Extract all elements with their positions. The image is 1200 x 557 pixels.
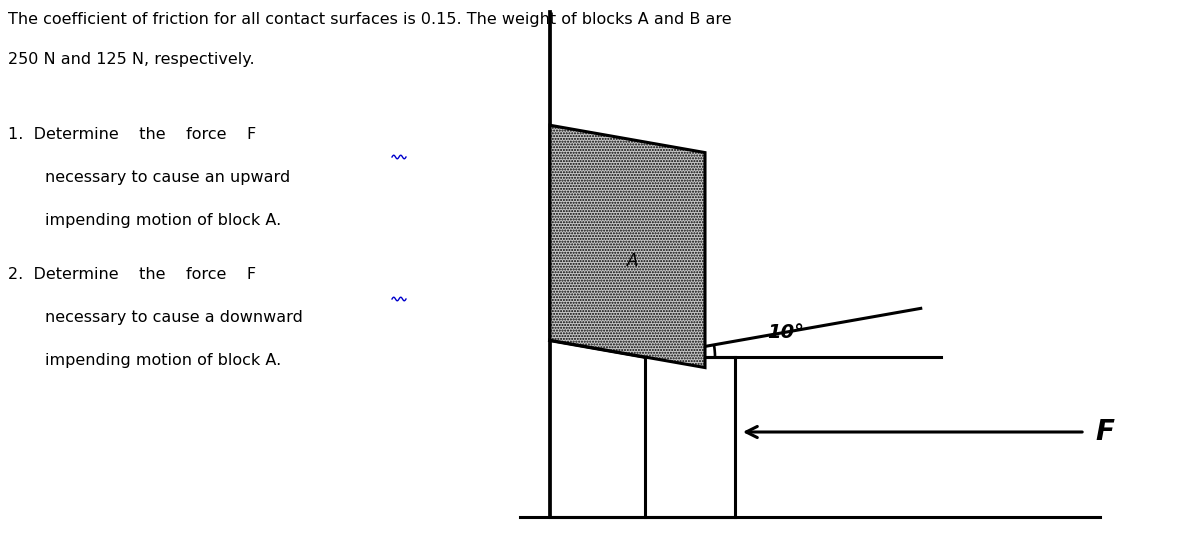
Text: impending motion of block A.: impending motion of block A. — [46, 213, 281, 228]
Text: 2.  Determine    the    force    F: 2. Determine the force F — [8, 267, 256, 282]
Text: A: A — [626, 252, 638, 270]
Text: 10°: 10° — [767, 323, 804, 342]
Text: impending motion of block A.: impending motion of block A. — [46, 353, 281, 368]
Text: 1.  Determine    the    force    F: 1. Determine the force F — [8, 127, 257, 142]
Polygon shape — [550, 125, 706, 368]
Text: necessary to cause a downward: necessary to cause a downward — [46, 310, 302, 325]
Text: The coefficient of friction for all contact surfaces is 0.15. The weight of bloc: The coefficient of friction for all cont… — [8, 12, 732, 27]
Text: 250 N and 125 N, respectively.: 250 N and 125 N, respectively. — [8, 52, 254, 67]
Text: necessary to cause an upward: necessary to cause an upward — [46, 170, 290, 185]
Text: F: F — [1096, 418, 1114, 446]
